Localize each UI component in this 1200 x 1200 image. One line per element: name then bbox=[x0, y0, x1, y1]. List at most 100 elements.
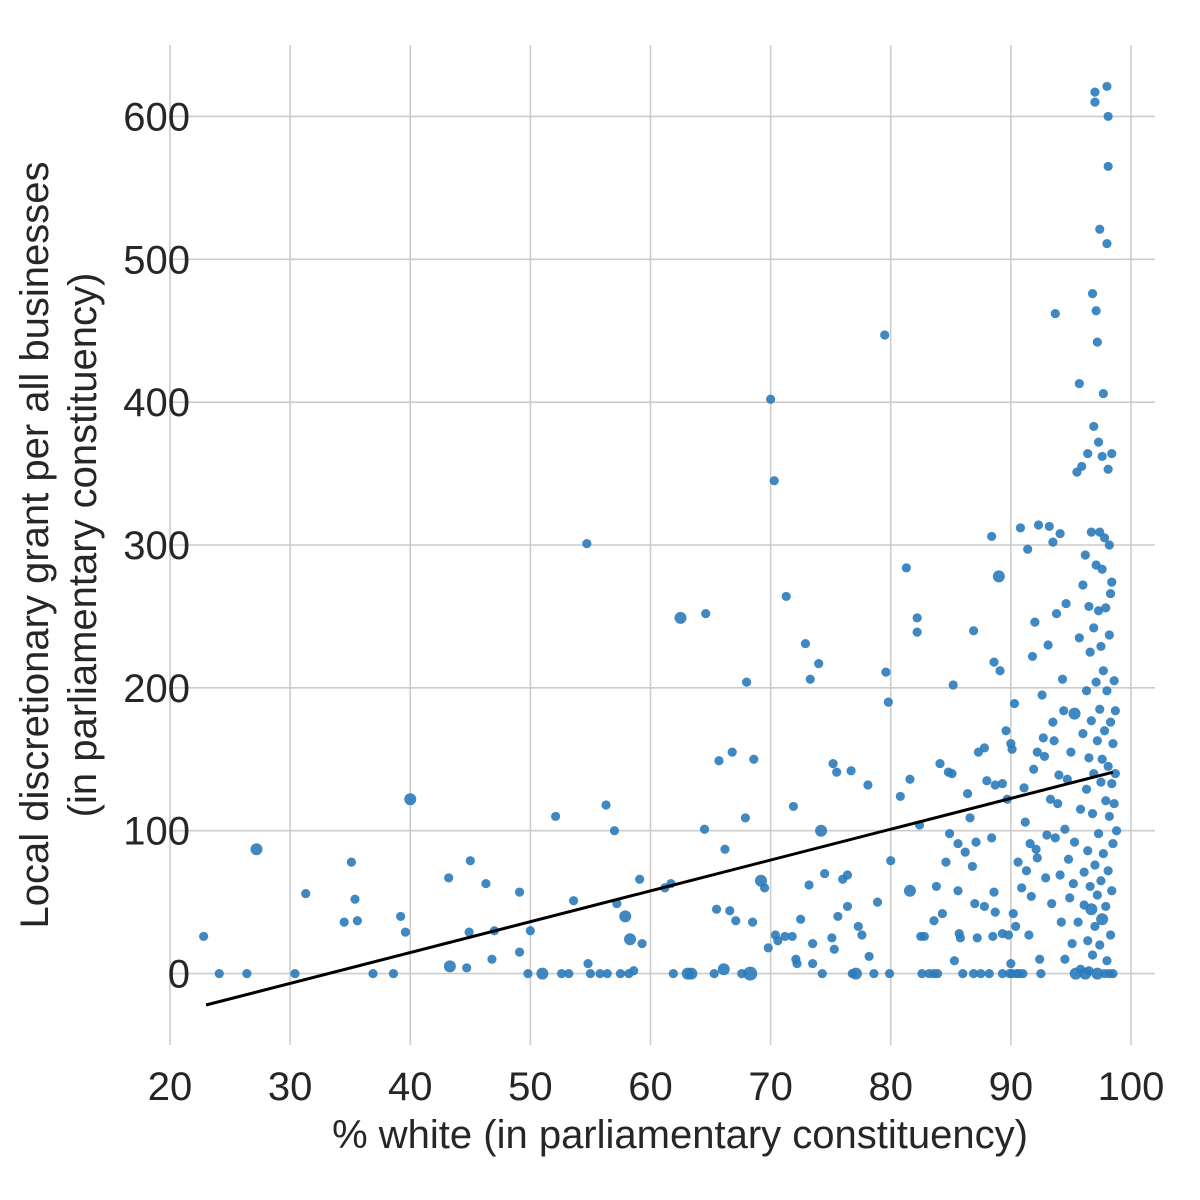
data-point bbox=[1095, 940, 1105, 950]
data-point bbox=[872, 897, 883, 907]
data-point bbox=[804, 880, 814, 890]
data-point bbox=[990, 780, 1000, 790]
data-point bbox=[1032, 747, 1042, 757]
data-point bbox=[1105, 717, 1116, 727]
data-point bbox=[1050, 833, 1060, 843]
data-point bbox=[929, 916, 939, 926]
y-tick-labels: 0 100 200 300 400 500 600 bbox=[123, 95, 190, 996]
data-point bbox=[919, 931, 929, 942]
data-point bbox=[1047, 898, 1057, 909]
data-point bbox=[1055, 528, 1065, 539]
data-point bbox=[741, 677, 752, 687]
data-point bbox=[955, 933, 966, 943]
data-point bbox=[1093, 437, 1104, 447]
data-point bbox=[1074, 633, 1084, 643]
data-point bbox=[214, 968, 224, 979]
data-point bbox=[1056, 917, 1066, 927]
data-point bbox=[1036, 968, 1046, 979]
data-point bbox=[932, 968, 943, 979]
data-point bbox=[701, 608, 711, 619]
y-tick-label: 100 bbox=[123, 810, 190, 854]
data-point bbox=[1096, 913, 1109, 926]
data-point bbox=[912, 613, 922, 623]
data-point bbox=[1108, 738, 1118, 749]
data-point bbox=[1031, 844, 1041, 854]
data-point bbox=[1032, 853, 1042, 863]
data-point bbox=[1015, 523, 1026, 533]
data-point bbox=[740, 813, 750, 823]
data-point bbox=[685, 967, 698, 980]
data-point bbox=[564, 968, 574, 979]
data-point bbox=[912, 627, 922, 637]
data-point bbox=[1096, 641, 1106, 652]
data-point bbox=[514, 887, 525, 897]
data-point bbox=[462, 963, 472, 973]
data-point bbox=[396, 911, 406, 922]
x-tick-label: 50 bbox=[508, 1065, 553, 1109]
data-point bbox=[864, 951, 874, 962]
data-point bbox=[1089, 421, 1099, 432]
data-point bbox=[1062, 774, 1072, 784]
data-point bbox=[1086, 716, 1096, 726]
data-point bbox=[1091, 677, 1101, 687]
data-point bbox=[805, 674, 815, 684]
data-point bbox=[1103, 111, 1113, 122]
data-point bbox=[842, 870, 853, 880]
data-point bbox=[1025, 838, 1035, 849]
data-point bbox=[901, 563, 911, 573]
data-point bbox=[1087, 288, 1098, 299]
data-point bbox=[1078, 728, 1088, 739]
data-point bbox=[1103, 161, 1113, 172]
data-point bbox=[569, 896, 579, 906]
data-point bbox=[1041, 873, 1051, 883]
data-point bbox=[199, 931, 209, 942]
data-point bbox=[668, 968, 678, 979]
data-point bbox=[1098, 666, 1108, 676]
data-point bbox=[583, 958, 593, 969]
data-point bbox=[368, 968, 378, 979]
data-point bbox=[717, 963, 730, 976]
data-point bbox=[709, 968, 719, 979]
data-point bbox=[905, 774, 915, 784]
data-point bbox=[1096, 777, 1106, 787]
data-point bbox=[760, 883, 770, 893]
data-point bbox=[979, 901, 990, 912]
data-point bbox=[487, 954, 497, 964]
data-point bbox=[987, 833, 997, 843]
data-point bbox=[1084, 966, 1094, 976]
data-point bbox=[1042, 830, 1052, 840]
data-point bbox=[972, 933, 982, 943]
data-point bbox=[820, 868, 830, 879]
data-point bbox=[624, 933, 637, 946]
data-point bbox=[1098, 848, 1108, 859]
data-point bbox=[863, 780, 873, 790]
data-point bbox=[1039, 751, 1050, 762]
data-point bbox=[1109, 676, 1119, 686]
data-point bbox=[780, 931, 790, 942]
data-point bbox=[1020, 817, 1030, 827]
data-point bbox=[827, 933, 837, 943]
data-point bbox=[766, 394, 776, 404]
data-point bbox=[884, 968, 895, 979]
data-point bbox=[699, 824, 710, 834]
y-tick-label: 0 bbox=[168, 953, 190, 997]
data-point bbox=[1097, 451, 1107, 462]
x-tick-label: 90 bbox=[989, 1065, 1034, 1109]
data-point bbox=[339, 917, 349, 927]
data-point bbox=[995, 666, 1005, 676]
data-point bbox=[1053, 798, 1063, 809]
data-point bbox=[1050, 308, 1060, 319]
data-point bbox=[1091, 306, 1101, 316]
data-point bbox=[1009, 698, 1020, 709]
data-point bbox=[1087, 950, 1098, 960]
data-point bbox=[849, 967, 862, 980]
data-point bbox=[886, 856, 896, 866]
data-point bbox=[1068, 878, 1078, 889]
data-point bbox=[935, 758, 945, 769]
data-point bbox=[1090, 860, 1100, 870]
data-point bbox=[1063, 854, 1074, 864]
data-point bbox=[832, 767, 842, 777]
data-point bbox=[992, 570, 1005, 583]
data-point bbox=[1049, 736, 1059, 746]
data-point bbox=[997, 968, 1008, 979]
